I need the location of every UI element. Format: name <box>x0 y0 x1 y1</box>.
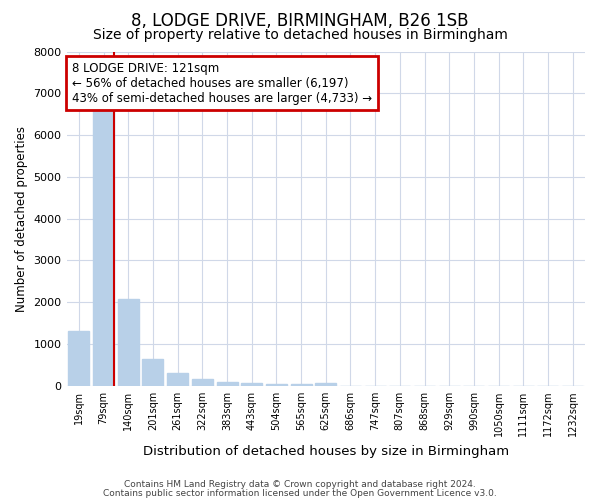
Text: Contains HM Land Registry data © Crown copyright and database right 2024.: Contains HM Land Registry data © Crown c… <box>124 480 476 489</box>
Bar <box>142 358 163 386</box>
Y-axis label: Number of detached properties: Number of detached properties <box>15 126 28 312</box>
Bar <box>241 383 262 386</box>
Text: 8, LODGE DRIVE, BIRMINGHAM, B26 1SB: 8, LODGE DRIVE, BIRMINGHAM, B26 1SB <box>131 12 469 30</box>
Bar <box>192 380 213 386</box>
Bar <box>315 384 336 386</box>
Bar <box>68 332 89 386</box>
Text: Size of property relative to detached houses in Birmingham: Size of property relative to detached ho… <box>92 28 508 42</box>
Bar <box>266 384 287 386</box>
Bar <box>118 299 139 386</box>
X-axis label: Distribution of detached houses by size in Birmingham: Distribution of detached houses by size … <box>143 444 509 458</box>
Bar <box>290 384 311 386</box>
Bar <box>167 374 188 386</box>
Text: Contains public sector information licensed under the Open Government Licence v3: Contains public sector information licen… <box>103 488 497 498</box>
Text: 8 LODGE DRIVE: 121sqm
← 56% of detached houses are smaller (6,197)
43% of semi-d: 8 LODGE DRIVE: 121sqm ← 56% of detached … <box>72 62 372 104</box>
Bar <box>93 110 114 386</box>
Bar <box>217 382 238 386</box>
